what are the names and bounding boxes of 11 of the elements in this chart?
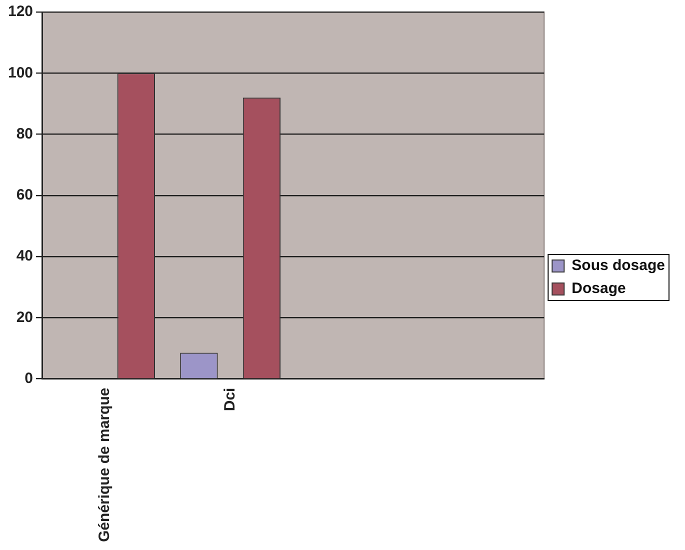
y-tick-label: 40 <box>16 248 34 265</box>
y-tick-label: 120 <box>8 3 34 20</box>
legend-label: Sous dosage <box>572 257 666 274</box>
y-tick-label: 100 <box>8 64 34 82</box>
y-tick-label: 0 <box>24 370 34 387</box>
y-tick-label: 80 <box>16 125 34 142</box>
x-tick-label: Générique de marque <box>96 388 113 542</box>
y-tick-label: 20 <box>16 308 34 326</box>
y-tick-label: 60 <box>16 186 34 204</box>
x-tick-label: Dci <box>221 388 238 412</box>
legend-label: Dosage <box>572 280 626 298</box>
